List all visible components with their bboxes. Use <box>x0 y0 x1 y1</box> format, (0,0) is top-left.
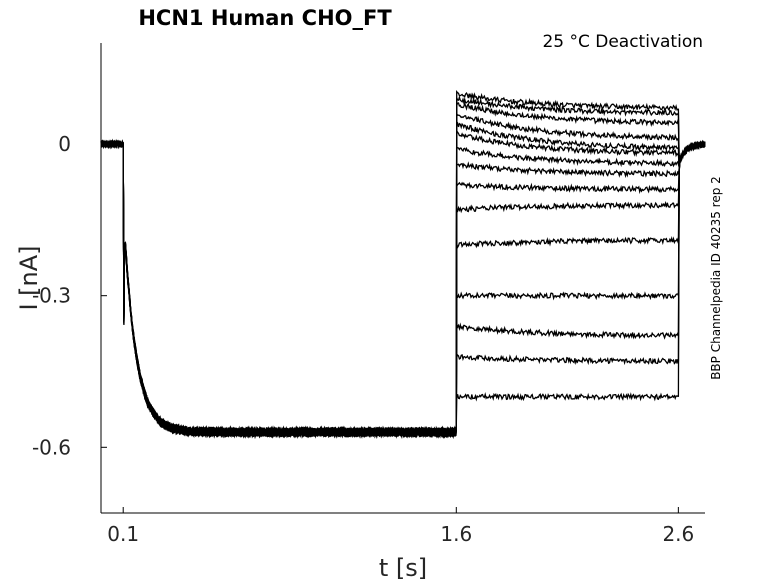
y-tick-label: -0.6 <box>32 435 71 459</box>
current-trace-9 <box>100 140 706 439</box>
x-tick-label: 1.6 <box>440 522 472 546</box>
x-tick-label: 0.1 <box>107 522 139 546</box>
traces <box>100 90 706 440</box>
current-trace-6 <box>100 131 706 439</box>
x-tick-label: 2.6 <box>662 522 694 546</box>
y-tick-label: -0.3 <box>32 284 71 308</box>
chart-title: HCN1 Human CHO_FT <box>138 6 392 30</box>
current-trace-5 <box>100 119 706 439</box>
y-axis-label: I [nA] <box>15 245 43 310</box>
current-trace-11 <box>100 139 706 439</box>
current-trace-15 <box>100 139 706 439</box>
side-label: BBP Channelpedia ID 40235 rep 2 <box>709 176 723 380</box>
y-tick-label: 0 <box>58 132 71 156</box>
current-trace-7 <box>100 139 706 439</box>
current-trace-14 <box>100 139 706 439</box>
current-trace-12 <box>100 139 706 439</box>
axes <box>100 43 705 514</box>
ticks: 0.1 1.6 2.6 0 -0.3 -0.6 <box>32 132 694 546</box>
current-trace-1 <box>101 90 706 439</box>
current-trace-13 <box>100 139 706 440</box>
chart-annotation: 25 °C Deactivation <box>542 32 703 52</box>
current-trace-10 <box>100 139 706 440</box>
x-axis-label: t [s] <box>379 554 427 582</box>
current-trace-8 <box>100 139 706 439</box>
